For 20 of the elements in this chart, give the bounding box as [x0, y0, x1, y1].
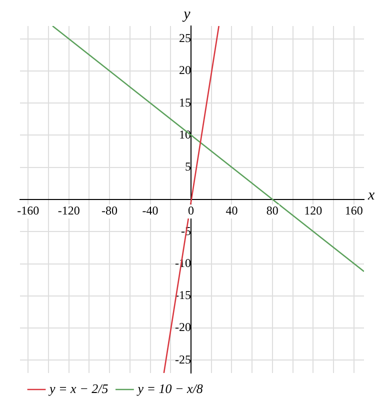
legend-label: y = 10 − x/8: [136, 380, 204, 396]
x-tick-label: -80: [102, 204, 118, 218]
y-tick-label: 20: [178, 63, 191, 78]
x-tick-label: 160: [344, 204, 363, 218]
legend-label: y = x − 2/5: [48, 380, 109, 396]
x-tick-label: -160: [17, 204, 40, 218]
x-tick-label: 80: [266, 204, 278, 218]
x-tick-label: -40: [142, 204, 158, 218]
y-tick-label: 5: [184, 160, 191, 174]
x-axis-title: x: [367, 187, 375, 204]
x-tick-label: 40: [226, 204, 238, 218]
x-tick-label: 0: [188, 204, 194, 218]
y-tick-label: -15: [174, 288, 191, 302]
y-tick-label: -25: [174, 352, 191, 366]
y-tick-label: 15: [178, 95, 191, 110]
y-tick-label: -20: [174, 320, 191, 334]
y-axis-title: y: [182, 6, 191, 22]
x-tick-label: 120: [304, 204, 322, 218]
x-tick-label: -120: [58, 204, 80, 218]
y-tick-label: 25: [178, 31, 191, 46]
